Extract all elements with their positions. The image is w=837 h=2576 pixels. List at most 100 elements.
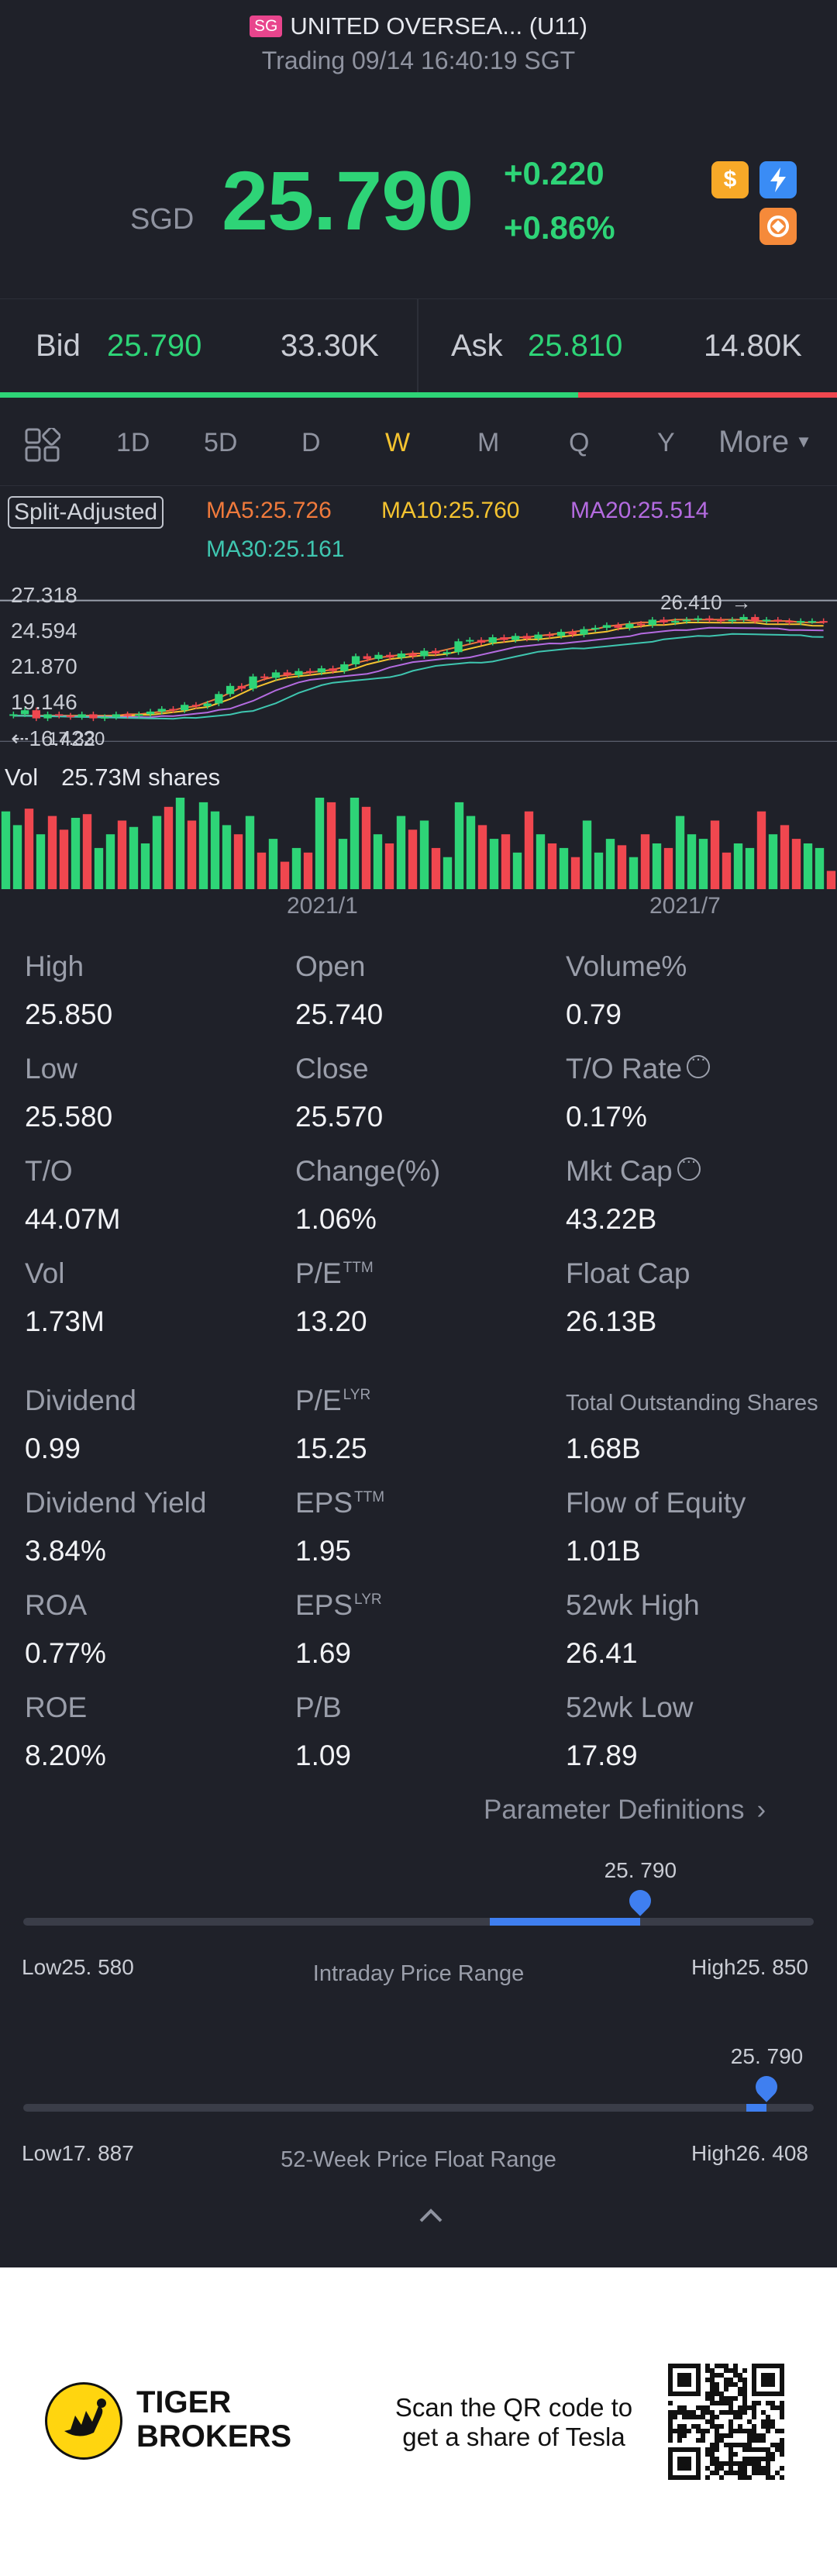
- stat-value: 17.89: [566, 1740, 638, 1771]
- qr-module: [705, 2392, 710, 2396]
- qr-module: [710, 2419, 715, 2424]
- qr-module: [728, 2378, 733, 2382]
- tab-5d[interactable]: 5D: [204, 428, 238, 457]
- qr-module: [715, 2438, 719, 2443]
- qr-module: [738, 2466, 742, 2471]
- volume-bar: [47, 816, 57, 889]
- candle: [648, 619, 656, 626]
- volume-bar: [59, 829, 69, 889]
- qr-module: [752, 2405, 756, 2410]
- qr-module: [738, 2415, 742, 2419]
- qr-module: [775, 2405, 780, 2410]
- range-track: [23, 2104, 814, 2112]
- volume-bar: [687, 834, 697, 889]
- bid-label: Bid: [36, 329, 81, 363]
- range-high: High25. 850: [691, 1955, 809, 1979]
- qr-module: [715, 2387, 719, 2392]
- stat-value: 1.09: [295, 1740, 352, 1771]
- range-current-value: 25. 790: [730, 2044, 804, 2068]
- volume-bar: [536, 834, 546, 889]
- ma20-legend: MA20:25.514: [570, 498, 709, 523]
- qr-module: [728, 2433, 733, 2438]
- stat-label: ROE: [25, 1691, 88, 1723]
- stat-label: P/E TTM: [295, 1257, 374, 1289]
- candle: [43, 714, 52, 719]
- candle: [363, 656, 371, 659]
- ask-volume-bar: [578, 392, 837, 398]
- candle: [123, 714, 132, 716]
- candle: [78, 714, 86, 717]
- volume-bar: [117, 820, 127, 889]
- qr-module: [715, 2364, 719, 2368]
- layout-grid-icon[interactable]: [25, 426, 61, 466]
- stat-label: Vol: [25, 1257, 65, 1289]
- price-change: +0.220: [504, 155, 604, 191]
- stat-value: 1.06%: [295, 1203, 377, 1235]
- qr-module: [747, 2429, 752, 2433]
- qr-module: [761, 2447, 766, 2452]
- volume-bar: [233, 834, 243, 889]
- volume-bar: [36, 834, 46, 889]
- qr-module: [733, 2471, 738, 2475]
- volume-bar: [338, 839, 348, 889]
- qr-module: [724, 2368, 728, 2373]
- qr-module: [752, 2415, 756, 2419]
- qr-module: [705, 2429, 710, 2433]
- qr-module: [752, 2424, 756, 2429]
- qr-module: [766, 2415, 770, 2419]
- volume-bar: [396, 816, 406, 889]
- volume-chart[interactable]: [0, 795, 837, 889]
- tab-q[interactable]: Q: [569, 428, 590, 457]
- candle: [602, 625, 611, 628]
- volume-bar: [454, 802, 464, 889]
- qr-module: [710, 2368, 715, 2373]
- tab-more[interactable]: More ▼: [718, 425, 812, 459]
- qr-module: [668, 2419, 673, 2424]
- qr-module: [733, 2443, 738, 2447]
- candle: [305, 671, 315, 673]
- qr-module: [766, 2461, 770, 2466]
- qr-module: [742, 2396, 747, 2401]
- tab-1d[interactable]: 1D: [116, 428, 150, 457]
- parameter-definitions-link[interactable]: Parameter Definitions ›: [484, 1795, 766, 1825]
- split-adjusted-toggle[interactable]: Split-Adjusted: [8, 496, 164, 529]
- stat-value: 43.22B: [566, 1203, 657, 1235]
- stat-label: Float Cap: [566, 1257, 691, 1289]
- lightning-icon[interactable]: [760, 161, 797, 198]
- qr-module: [766, 2475, 770, 2480]
- divider: [0, 485, 837, 486]
- stat-superscript: LYR: [354, 1591, 382, 1608]
- qr-module: [738, 2461, 742, 2466]
- qr-code: [668, 2364, 784, 2480]
- tab-w[interactable]: W: [385, 428, 411, 457]
- header-title-row: SG UNITED OVERSEA... (U11): [0, 12, 837, 40]
- qr-module: [715, 2415, 719, 2419]
- tab-d[interactable]: D: [301, 428, 321, 457]
- qr-module: [682, 2424, 687, 2429]
- qr-module: [742, 2387, 747, 2392]
- qr-module: [733, 2410, 738, 2415]
- qr-module: [710, 2396, 715, 2401]
- qr-module: [710, 2392, 715, 2396]
- qr-module: [724, 2443, 728, 2447]
- qr-module: [780, 2447, 784, 2452]
- volume-bar: [129, 826, 139, 889]
- qr-module: [756, 2401, 761, 2405]
- volume-bar: [477, 825, 487, 889]
- qr-module: [742, 2368, 747, 2373]
- qr-module: [719, 2410, 724, 2415]
- price-chart[interactable]: [0, 585, 837, 756]
- chevron-up-icon[interactable]: [418, 2208, 443, 2227]
- qr-module: [756, 2457, 761, 2461]
- tab-m[interactable]: M: [477, 428, 500, 457]
- dollar-icon[interactable]: $: [711, 161, 749, 198]
- tab-y[interactable]: Y: [657, 428, 675, 457]
- more-info-icon[interactable]: [677, 1151, 701, 1181]
- qr-module: [719, 2461, 724, 2466]
- brand-icon[interactable]: [760, 208, 797, 245]
- volume-bar: [1, 811, 11, 889]
- qr-module: [719, 2396, 724, 2401]
- volume-bar: [373, 834, 383, 889]
- more-info-icon[interactable]: [687, 1049, 711, 1078]
- stat-value: 1.95: [295, 1535, 352, 1567]
